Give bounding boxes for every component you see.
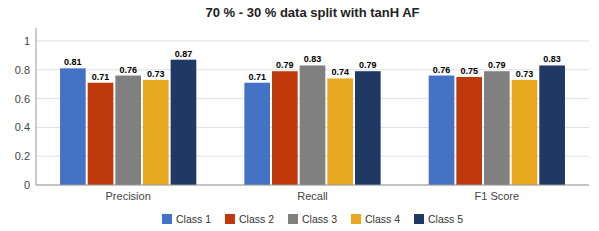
grid-line	[36, 185, 589, 186]
bar	[539, 65, 565, 185]
legend-swatch	[351, 214, 361, 224]
data-label: 0.83	[543, 54, 561, 64]
data-label: 0.76	[433, 65, 451, 75]
bars	[60, 60, 565, 185]
bar	[244, 83, 270, 185]
data-label: 0.71	[248, 72, 266, 82]
y-tick-label: 1	[24, 35, 30, 47]
legend-label: Class 1	[176, 213, 211, 225]
bar	[512, 80, 538, 185]
data-label: 0.83	[304, 54, 322, 64]
bar	[143, 80, 169, 185]
bar	[272, 71, 298, 185]
y-tick-label: 0.4	[15, 121, 30, 133]
x-tick-label: F1 Score	[475, 190, 520, 202]
legend-swatch	[225, 214, 235, 224]
legend-item: Class 2	[225, 213, 274, 225]
data-label: 0.79	[276, 60, 294, 70]
chart-svg: 70 % - 30 % data split with tanH AF 0 0.2 0…	[0, 0, 599, 231]
data-label: 0.71	[92, 72, 110, 82]
x-axis-line	[36, 185, 589, 186]
x-tick-label: Recall	[297, 190, 328, 202]
bar	[355, 71, 381, 185]
bar	[115, 76, 141, 185]
chart-container: 70 % - 30 % data split with tanH AF 0 0.2 0…	[0, 0, 599, 231]
legend-item: Class 1	[162, 213, 211, 225]
data-label: 0.75	[460, 66, 478, 76]
grid-line	[36, 40, 589, 41]
x-tick-label: Precision	[106, 190, 151, 202]
legend: Class 1 Class 2 Class 3 Class 4 Class 5	[162, 213, 463, 225]
bar	[429, 76, 455, 185]
data-label: 0.76	[119, 65, 137, 75]
y-tick-label: 0.6	[15, 93, 30, 105]
y-tick-label: 0.8	[15, 64, 30, 76]
bar	[171, 60, 197, 185]
bar	[484, 71, 510, 185]
legend-label: Class 4	[365, 213, 400, 225]
bar	[456, 77, 482, 185]
y-tick-label: 0.2	[15, 150, 30, 162]
data-label: 0.79	[359, 60, 377, 70]
data-label: 0.73	[516, 69, 534, 79]
bar	[60, 68, 86, 185]
data-label: 0.74	[331, 67, 349, 77]
y-axis-line	[36, 28, 37, 185]
grid	[36, 41, 589, 185]
legend-swatch	[288, 214, 298, 224]
legend-label: Class 3	[302, 213, 337, 225]
data-label: 0.81	[64, 57, 82, 67]
legend-label: Class 5	[428, 213, 463, 225]
legend-label: Class 2	[239, 213, 274, 225]
legend-item: Class 5	[414, 213, 463, 225]
legend-swatch	[162, 214, 172, 224]
bar	[300, 65, 326, 185]
data-label: 0.73	[147, 69, 165, 79]
chart-title: 70 % - 30 % data split with tanH AF	[205, 5, 419, 20]
legend-swatch	[414, 214, 424, 224]
y-tick-label: 0	[24, 179, 30, 191]
bar	[88, 83, 114, 185]
data-label: 0.87	[175, 49, 193, 59]
bar	[327, 78, 353, 185]
data-label: 0.79	[488, 60, 506, 70]
legend-item: Class 4	[351, 213, 400, 225]
data-labels: 0.81 0.71 0.76 0.71 0.79 0.75 0.76 0.83 0.79 0.73…	[64, 49, 561, 82]
legend-item: Class 3	[288, 213, 337, 225]
